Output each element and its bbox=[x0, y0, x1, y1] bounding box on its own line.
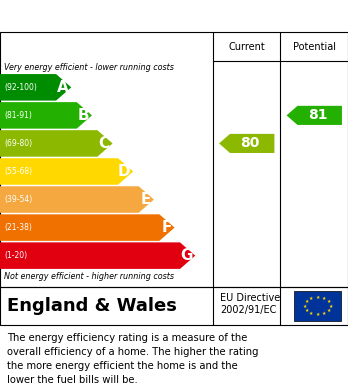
Polygon shape bbox=[0, 158, 133, 185]
Text: B: B bbox=[78, 108, 89, 123]
Text: EU Directive
2002/91/EC: EU Directive 2002/91/EC bbox=[220, 293, 280, 315]
Polygon shape bbox=[219, 134, 275, 153]
Text: D: D bbox=[118, 164, 130, 179]
Polygon shape bbox=[0, 102, 92, 129]
Text: ★: ★ bbox=[304, 308, 309, 313]
Text: ★: ★ bbox=[309, 296, 314, 301]
Text: Very energy efficient - lower running costs: Very energy efficient - lower running co… bbox=[4, 63, 174, 72]
Text: (39-54): (39-54) bbox=[4, 195, 32, 204]
Text: F: F bbox=[161, 220, 172, 235]
Text: ★: ★ bbox=[327, 300, 331, 304]
Text: Energy Efficiency Rating: Energy Efficiency Rating bbox=[5, 9, 226, 23]
Text: C: C bbox=[99, 136, 110, 151]
Text: ★: ★ bbox=[316, 295, 320, 300]
Polygon shape bbox=[0, 74, 71, 100]
Text: (69-80): (69-80) bbox=[4, 139, 32, 148]
Bar bbox=[294, 291, 341, 321]
Text: ★: ★ bbox=[327, 308, 331, 313]
Text: (1-20): (1-20) bbox=[4, 251, 27, 260]
Text: 80: 80 bbox=[240, 136, 260, 151]
Text: (81-91): (81-91) bbox=[4, 111, 32, 120]
Text: A: A bbox=[57, 80, 69, 95]
Polygon shape bbox=[0, 214, 175, 241]
Text: ★: ★ bbox=[316, 312, 320, 317]
Text: Not energy efficient - higher running costs: Not energy efficient - higher running co… bbox=[4, 272, 174, 281]
Text: G: G bbox=[180, 248, 192, 263]
Text: The energy efficiency rating is a measure of the
overall efficiency of a home. T: The energy efficiency rating is a measur… bbox=[7, 333, 259, 385]
Polygon shape bbox=[0, 186, 154, 213]
Text: England & Wales: England & Wales bbox=[7, 297, 177, 315]
Text: ★: ★ bbox=[322, 296, 326, 301]
Text: (92-100): (92-100) bbox=[4, 83, 37, 92]
Text: (55-68): (55-68) bbox=[4, 167, 32, 176]
Text: Potential: Potential bbox=[293, 42, 336, 52]
Polygon shape bbox=[0, 242, 195, 269]
Text: ★: ★ bbox=[304, 300, 309, 304]
Text: ★: ★ bbox=[329, 303, 333, 308]
Text: ★: ★ bbox=[309, 311, 314, 316]
Text: Current: Current bbox=[228, 42, 265, 52]
Text: 81: 81 bbox=[308, 108, 327, 122]
Text: ★: ★ bbox=[322, 311, 326, 316]
Text: (21-38): (21-38) bbox=[4, 223, 32, 232]
Polygon shape bbox=[0, 130, 113, 157]
Text: ★: ★ bbox=[302, 303, 307, 308]
Polygon shape bbox=[286, 106, 342, 125]
Text: E: E bbox=[141, 192, 151, 207]
